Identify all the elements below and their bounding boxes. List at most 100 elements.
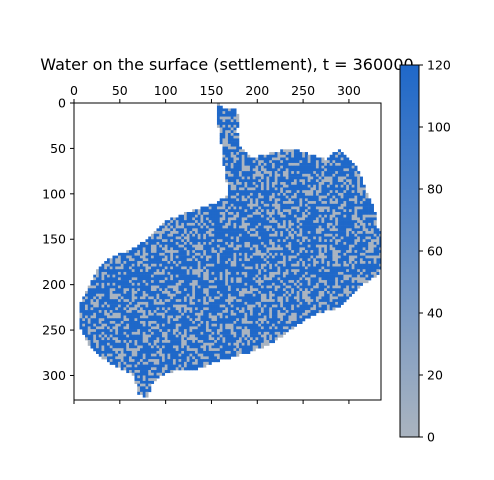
heatmap-cell [156, 261, 159, 264]
heatmap-cell [371, 228, 374, 231]
heatmap-cell [233, 144, 236, 147]
heatmap-cell [302, 179, 305, 182]
heatmap-cell [343, 215, 346, 218]
heatmap-cell [330, 258, 333, 261]
heatmap-cell [101, 283, 104, 286]
heatmap-cell [244, 302, 247, 305]
heatmap-cell [239, 147, 242, 150]
heatmap-cell [143, 253, 146, 256]
heatmap-cell [167, 223, 170, 226]
heatmap-cell [357, 198, 360, 201]
heatmap-cell [231, 313, 234, 316]
heatmap-cell [134, 305, 137, 308]
heatmap-cell [231, 266, 234, 269]
heatmap-cell [96, 310, 99, 313]
heatmap-cell [376, 239, 379, 242]
heatmap-cell [123, 294, 126, 297]
heatmap-cell [327, 247, 330, 250]
heatmap-cell [371, 258, 374, 261]
heatmap-cell [239, 179, 242, 182]
heatmap-cell [324, 258, 327, 261]
heatmap-cell [231, 239, 234, 242]
heatmap-cell [137, 321, 140, 324]
heatmap-cell [156, 286, 159, 289]
heatmap-cell [283, 305, 286, 308]
heatmap-cell [330, 239, 333, 242]
heatmap-cell [269, 321, 272, 324]
heatmap-cell [233, 226, 236, 229]
heatmap-cell [244, 286, 247, 289]
heatmap-cell [261, 313, 264, 316]
heatmap-cell [140, 286, 143, 289]
heatmap-cell [275, 283, 278, 286]
heatmap-cell [121, 277, 124, 280]
heatmap-cell [310, 158, 313, 161]
heatmap-cell [209, 318, 212, 321]
heatmap-cell [302, 196, 305, 199]
heatmap-cell [261, 277, 264, 280]
heatmap-cell [332, 237, 335, 240]
heatmap-cell [316, 288, 319, 291]
heatmap-cell [255, 250, 258, 253]
heatmap-cell [360, 223, 363, 226]
heatmap-cell [272, 217, 275, 220]
heatmap-cell [137, 245, 140, 248]
heatmap-cell [231, 245, 234, 248]
heatmap-cell [217, 217, 220, 220]
heatmap-cell [192, 280, 195, 283]
heatmap-cell [242, 177, 245, 180]
heatmap-cell [264, 155, 267, 158]
heatmap-cell [277, 193, 280, 196]
heatmap-cell [247, 286, 250, 289]
heatmap-cell [242, 190, 245, 193]
heatmap-cell [132, 256, 135, 259]
heatmap-cell [140, 313, 143, 316]
heatmap-cell [261, 163, 264, 166]
heatmap-cell [170, 245, 173, 248]
heatmap-cell [360, 179, 363, 182]
heatmap-cell [316, 182, 319, 185]
heatmap-cell [294, 264, 297, 267]
heatmap-cell [239, 198, 242, 201]
heatmap-cell [294, 171, 297, 174]
heatmap-cell [310, 198, 313, 201]
heatmap-cell [187, 316, 190, 319]
heatmap-cell [134, 283, 137, 286]
heatmap-cell [288, 242, 291, 245]
heatmap-cell [88, 286, 91, 289]
heatmap-cell [275, 305, 278, 308]
heatmap-cell [176, 217, 179, 220]
heatmap-cell [217, 275, 220, 278]
heatmap-cell [222, 310, 225, 313]
heatmap-cell [250, 299, 253, 302]
heatmap-cell [338, 201, 341, 204]
heatmap-cell [137, 310, 140, 313]
heatmap-cell [222, 141, 225, 144]
heatmap-cell [374, 242, 377, 245]
heatmap-cell [247, 277, 250, 280]
heatmap-cell [231, 228, 234, 231]
heatmap-cell [363, 185, 366, 188]
heatmap-cell [184, 307, 187, 310]
heatmap-cell [222, 226, 225, 229]
heatmap-cell [277, 269, 280, 272]
heatmap-cell [374, 256, 377, 259]
heatmap-cell [308, 275, 311, 278]
heatmap-cell [258, 321, 261, 324]
heatmap-cell [184, 286, 187, 289]
heatmap-cell [231, 187, 234, 190]
heatmap-cell [126, 283, 129, 286]
heatmap-cell [181, 288, 184, 291]
heatmap-cell [335, 190, 338, 193]
heatmap-cell [165, 245, 168, 248]
heatmap-cell [327, 237, 330, 240]
heatmap-cell [247, 264, 250, 267]
heatmap-cell [354, 286, 357, 289]
heatmap-cell [283, 277, 286, 280]
heatmap-cell [324, 160, 327, 163]
heatmap-cell [264, 305, 267, 308]
heatmap-cell [121, 299, 124, 302]
heatmap-cell [104, 283, 107, 286]
heatmap-cell [80, 305, 83, 308]
heatmap-cell [352, 226, 355, 229]
